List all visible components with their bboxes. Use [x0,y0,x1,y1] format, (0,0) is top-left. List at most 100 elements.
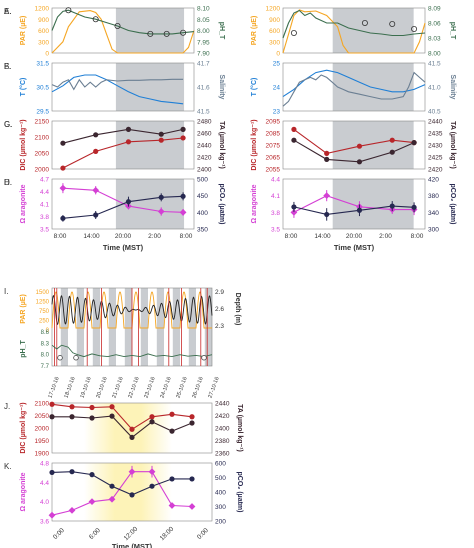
date-tick-I: 20-10-16 [95,376,108,399]
data-point-H [389,203,395,209]
left-axis-title-H: Ω aragonite [251,184,258,223]
night-shading-F [332,63,414,111]
data-point-K [169,476,175,482]
x-tick-label-D: 2:00 [148,233,161,240]
night-bar-I [76,288,84,366]
data-point-D [179,208,187,216]
plot-frame-K [51,462,213,522]
date-tick-I: 22-10-16 [127,376,140,399]
panel-label-H: H. [4,178,12,187]
left-tick-label-H: 4.1 [271,193,280,200]
data-point-D [125,199,132,205]
data-point-G [324,156,330,162]
left-tick-label-B: 31.5 [36,61,49,68]
panel-label-D: D. [4,178,12,187]
ph-sample-marker-E [290,29,297,36]
ph-sample-marker-A [180,29,187,36]
plot-frame-H [282,178,426,230]
right-tick-label-H: 420 [428,177,439,184]
data-point-K [49,469,55,476]
x-tick-label-D: 8:00 [180,233,193,240]
x-tick-label-K: 18:00 [159,525,176,542]
series-line-B-salinity [51,78,184,91]
depth-tick-I: 2.9 [215,289,224,296]
right-tick-label-J: 2400 [215,426,230,433]
left-tick-label-E: 600 [269,28,280,35]
data-point-G [356,143,363,149]
left-tick-label-D: 4.1 [40,202,49,209]
data-point-D [92,186,100,194]
panel-label-A: A. [4,7,12,16]
right-tick-label-K: 300 [215,504,226,511]
data-point-C [180,135,186,141]
date-tick-I: 25-10-16 [175,376,188,399]
left-tick-label-A: 900 [38,17,49,24]
data-point-K [129,492,135,498]
right-tick-label-D: 400 [197,210,208,217]
right-tick-label-H: 300 [428,227,439,234]
ph-tick-I: 7.7 [41,364,50,370]
par-tick-I: 750 [39,309,50,315]
daylight-band-J [84,403,172,453]
daylight-band-K [84,463,172,521]
left-axis-title-K: Ω aragonite [20,472,27,511]
data-point-J [89,415,95,421]
ph-sample-marker-A [65,7,72,14]
right-tick-label-E: 8.06 [428,21,441,28]
left-tick-label-K: 4.8 [40,461,49,468]
series-line-E-par [282,9,426,54]
right-axis-title-D: pCO₂ (µatm) [218,184,225,225]
data-point-K [88,498,96,506]
right-axis-title-B: Salinity [218,75,225,100]
right-tick-label-F: 41.0 [428,85,441,92]
data-point-D [180,193,186,199]
series-line-J-ta [52,415,193,439]
data-point-C [180,126,186,132]
left-tick-label-K: 4.0 [40,499,49,506]
data-point-K [188,503,196,510]
ph-marker-I [73,355,79,361]
left-tick-label-C: 2100 [35,135,50,142]
date-tick-I: 21-10-16 [111,376,124,399]
right-tick-label-C: 2440 [197,143,212,150]
left-axis-title-J: DIC (µmol kg⁻¹) [20,402,27,453]
right-tick-label-C: 2480 [197,119,212,126]
left-axis-title-B: T (°C) [19,78,27,97]
night-shading-B [115,63,185,111]
data-point-G [356,159,363,165]
data-point-D [93,212,99,218]
date-tick-I: 24-10-16 [159,376,172,399]
data-point-C [125,139,132,145]
left-tick-label-J: 1900 [35,451,50,458]
right-tick-label-J: 2440 [215,401,230,408]
night-bar-I [60,288,68,366]
night-bar-I [172,288,180,366]
right-tick-label-H: 340 [428,210,439,217]
data-point-G [291,137,297,143]
data-point-D [60,215,66,221]
data-point-J [89,404,95,411]
x-axis-title-K: Time (MST) [112,542,153,548]
data-point-C [60,165,66,171]
x-tick-label-H: 2:00 [379,233,392,240]
ph-sample-marker-A [114,22,121,29]
left-tick-label-D: 3.5 [40,227,49,234]
left-axis-title-E: PAR (µE) [251,16,258,46]
date-tick-I: 27-10-16 [207,376,220,399]
panel-label-B: B. [4,62,12,71]
night-bar-I [188,288,196,366]
ph-sample-marker-E [389,20,396,27]
date-tick-I: 26-10-16 [191,376,204,399]
right-tick-label-A: 8.10 [197,6,210,13]
right-tick-label-E: 8.03 [428,36,441,43]
night-shading-E [332,8,414,53]
right-tick-label-G: 2440 [428,119,443,126]
left-tick-label-G: 2095 [266,119,281,126]
data-point-G [389,149,395,155]
data-point-H [411,204,417,210]
left-tick-label-D: 4.7 [40,177,49,184]
panel-label-J: J. [4,402,10,411]
data-point-D [59,184,67,192]
data-point-D [157,208,165,215]
data-point-J [129,434,135,440]
